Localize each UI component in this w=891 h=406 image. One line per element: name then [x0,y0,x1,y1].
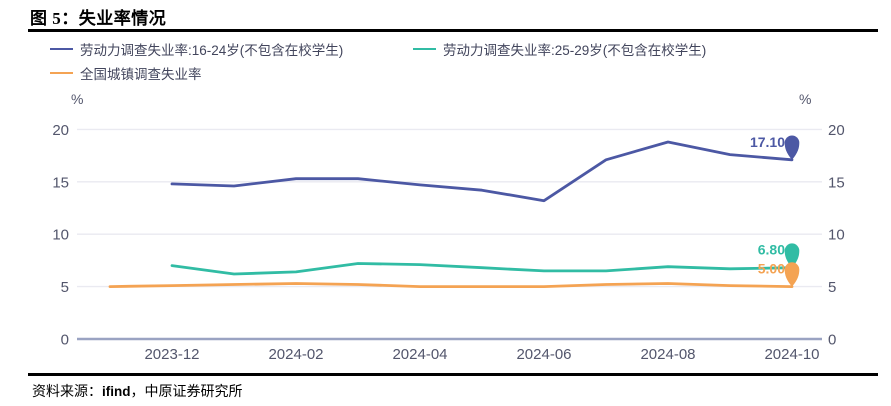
legend-item: 劳动力调查失业率:16-24岁(不包含在校学生) [50,41,344,58]
y-axis-tick-label-right: 5 [828,279,836,296]
source-ifind: ifind [102,384,131,399]
end-point-marker [784,243,800,268]
x-axis-tick-label: 2024-04 [392,346,447,363]
bottom-divider [28,373,878,376]
y-axis-tick-label-right: 0 [828,332,836,349]
legend-line-swatch [413,48,436,50]
end-point-marker [784,262,800,287]
x-axis-tick-label: 2024-08 [640,346,695,363]
y-axis-tick-label-left: 0 [61,332,69,349]
source-suffix: ，中原证券研究所 [130,385,243,400]
top-divider [28,29,878,32]
x-axis-tick-label: 2024-02 [268,346,323,363]
y-axis-tick-label-left: 5 [61,279,69,296]
end-value-label: 17.10 [750,134,785,150]
end-value-label: 6.80 [758,242,785,258]
end-point-marker [784,135,800,160]
x-axis-tick-label: 2024-06 [516,346,571,363]
legend-line-swatch [50,48,73,50]
x-axis-tick-label: 2023-12 [144,346,199,363]
y-axis-tick-label-left: 20 [52,122,69,139]
series-line [170,262,794,276]
end-value-label: 5.00 [758,261,785,277]
y-axis-unit-right: % [799,91,812,107]
legend-item-label: 劳动力调查失业率:16-24岁(不包含在校学生) [80,43,344,58]
y-axis-tick-label-right: 10 [828,227,845,244]
legend-line-swatch [50,72,73,74]
legend-item-label: 全国城镇调查失业率 [80,67,202,82]
series-line [170,140,794,203]
y-axis-tick-label-left: 15 [52,174,69,191]
x-axis-tick-label: 2024-10 [764,346,819,363]
source-note: 资料来源：ifind，中原证券研究所 [32,381,243,401]
figure-title: 图 5：失业率情况 [30,9,167,28]
legend-item: 全国城镇调查失业率 [50,65,202,82]
legend-item: 劳动力调查失业率:25-29岁(不包含在校学生) [413,41,707,58]
legend-item-label: 劳动力调查失业率:25-29岁(不包含在校学生) [443,43,707,58]
y-axis-tick-label-right: 15 [828,174,845,191]
series-line [108,282,794,289]
y-axis-tick-label-right: 20 [828,122,845,139]
y-axis-unit-left: % [71,91,84,107]
y-axis-tick-label-left: 10 [52,227,69,244]
source-prefix: 资料来源： [32,385,102,400]
